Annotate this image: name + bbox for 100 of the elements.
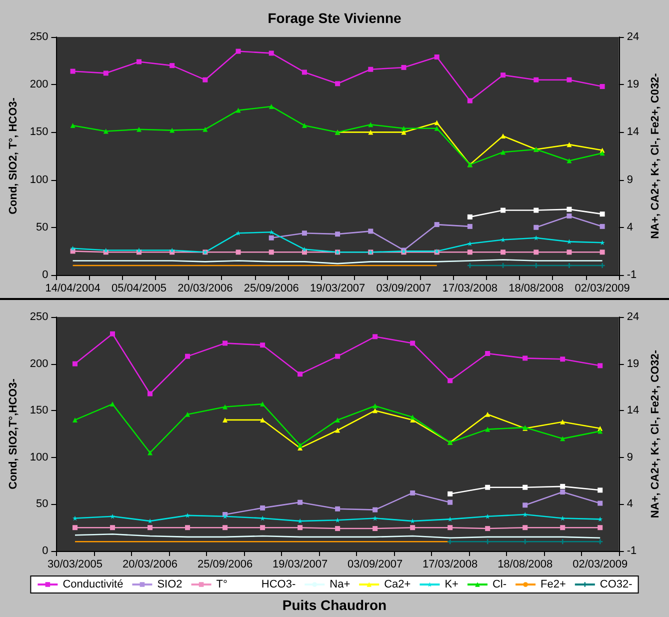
point [70,68,76,74]
point [148,391,153,396]
point [522,525,528,530]
point [600,150,605,156]
x-tick-label: 18/08/2008 [498,558,553,570]
y-tick-label: 100 [30,451,48,464]
point [302,123,307,128]
point [534,250,539,255]
point [522,356,528,361]
point [560,419,566,424]
point [500,150,506,155]
point [260,505,266,510]
point [136,126,142,132]
point [534,224,539,230]
point [202,77,208,82]
point [598,488,603,493]
point [560,484,566,489]
legend-label: Na+ [330,578,350,590]
point [372,403,378,408]
point [72,361,78,366]
y2-tick-label: 14 [626,404,640,417]
point [110,331,116,336]
point [268,104,274,109]
point [467,224,472,229]
y2-tick-label: -1 [626,269,637,281]
point [500,208,506,213]
point [368,66,374,72]
legend-label: CO32- [600,578,633,590]
point [260,342,266,348]
point [566,158,572,164]
chart-title: Forage Ste Vivienne [268,10,402,26]
x-tick-label: 19/03/2007 [272,558,328,570]
point [170,63,175,68]
point [434,54,440,60]
point [70,246,76,251]
point [298,525,303,530]
point [534,77,539,82]
point [372,408,378,414]
point [448,525,453,530]
x-tick-label: 03/09/2007 [348,558,403,570]
point [566,142,572,148]
point [368,122,374,128]
legend-label: K+ [444,578,458,590]
point [368,130,374,135]
point [70,123,76,128]
y2-tick-label: 24 [626,31,640,43]
y-tick-label: 100 [30,174,48,186]
y2-tick-label: -1 [626,545,637,557]
point [560,356,566,362]
point [522,484,528,490]
point [410,414,416,420]
point [302,70,307,75]
point [410,340,416,346]
point [534,235,539,240]
point [236,250,241,255]
point [335,232,340,237]
point [136,59,142,64]
x-tick-label: 20/03/2006 [178,282,233,294]
point [260,417,266,422]
point [598,525,603,530]
legend-label: Conductivité [62,578,124,590]
x-tick-label: 20/03/2006 [122,558,178,570]
y-tick-label: 50 [36,221,48,234]
point [485,426,490,432]
point [298,372,303,377]
x-tick-label: 03/09/2007 [376,282,432,294]
point [467,98,472,104]
point [260,525,266,530]
point [103,128,108,134]
point [110,514,116,519]
point [372,516,378,521]
y2-tick-label: 4 [626,221,633,234]
point [170,128,175,133]
point [335,81,340,86]
x-tick-label: 18/08/2008 [508,282,564,294]
point [434,222,440,228]
x-tick-label: 17/03/2008 [442,282,498,294]
point [600,250,605,255]
point [448,491,453,496]
point [185,354,190,359]
y-tick-label: 200 [30,78,48,91]
point [598,428,603,434]
point [600,212,605,217]
point [401,64,406,70]
point [600,84,605,90]
point [222,525,228,530]
point [236,108,241,113]
point [401,126,406,131]
point [298,500,303,505]
point [600,224,605,229]
point [485,484,490,490]
point [148,525,153,530]
point [148,450,153,456]
x-tick-label: 25/09/2006 [198,558,253,570]
point [467,250,472,255]
y2-tick-label: 9 [626,451,633,464]
point [410,525,416,530]
point [485,514,490,519]
legend-label: Ca2+ [384,578,411,590]
x-tick-label: 02/03/2009 [572,558,628,570]
